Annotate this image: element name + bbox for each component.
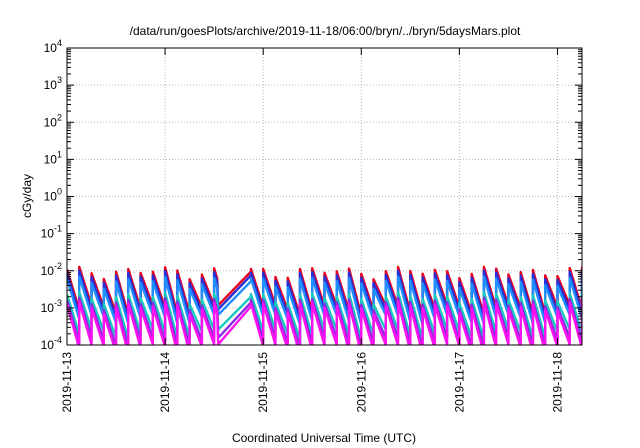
x-tick-label: 2019-11-15 <box>256 352 270 413</box>
y-tick-label: 10-2 <box>41 261 62 278</box>
y-tick-label: 100 <box>44 187 62 204</box>
y-tick-label: 10-1 <box>41 224 62 241</box>
ticks: 10-4 10-3 10-2 10-1 100 101 102 103 104 2019-11-1… <box>41 38 582 413</box>
series-layer <box>67 265 582 345</box>
y-tick-label: 10-3 <box>41 298 62 315</box>
y-tick-label: 10-4 <box>41 335 62 352</box>
x-tick-label: 2019-11-18 <box>550 352 564 413</box>
y-tick-label: 104 <box>44 38 62 55</box>
x-axis-label: Coordinated Universal Time (UTC) <box>232 431 416 445</box>
y-axis-label: cGy/day <box>20 174 34 218</box>
y-tick-label: 102 <box>44 112 62 129</box>
x-tick-label: 2019-11-17 <box>452 352 466 413</box>
x-tick-label: 2019-11-16 <box>354 352 368 413</box>
x-tick-label: 2019-11-13 <box>60 352 74 413</box>
series-line <box>67 300 582 345</box>
y-tick-label: 101 <box>44 149 62 166</box>
y-tick-label: 103 <box>44 75 62 92</box>
x-tick-label: 2019-11-14 <box>158 352 172 413</box>
series-line <box>67 275 582 326</box>
chart-title: /data/run/goesPlots/archive/2019-11-18/0… <box>130 24 521 38</box>
